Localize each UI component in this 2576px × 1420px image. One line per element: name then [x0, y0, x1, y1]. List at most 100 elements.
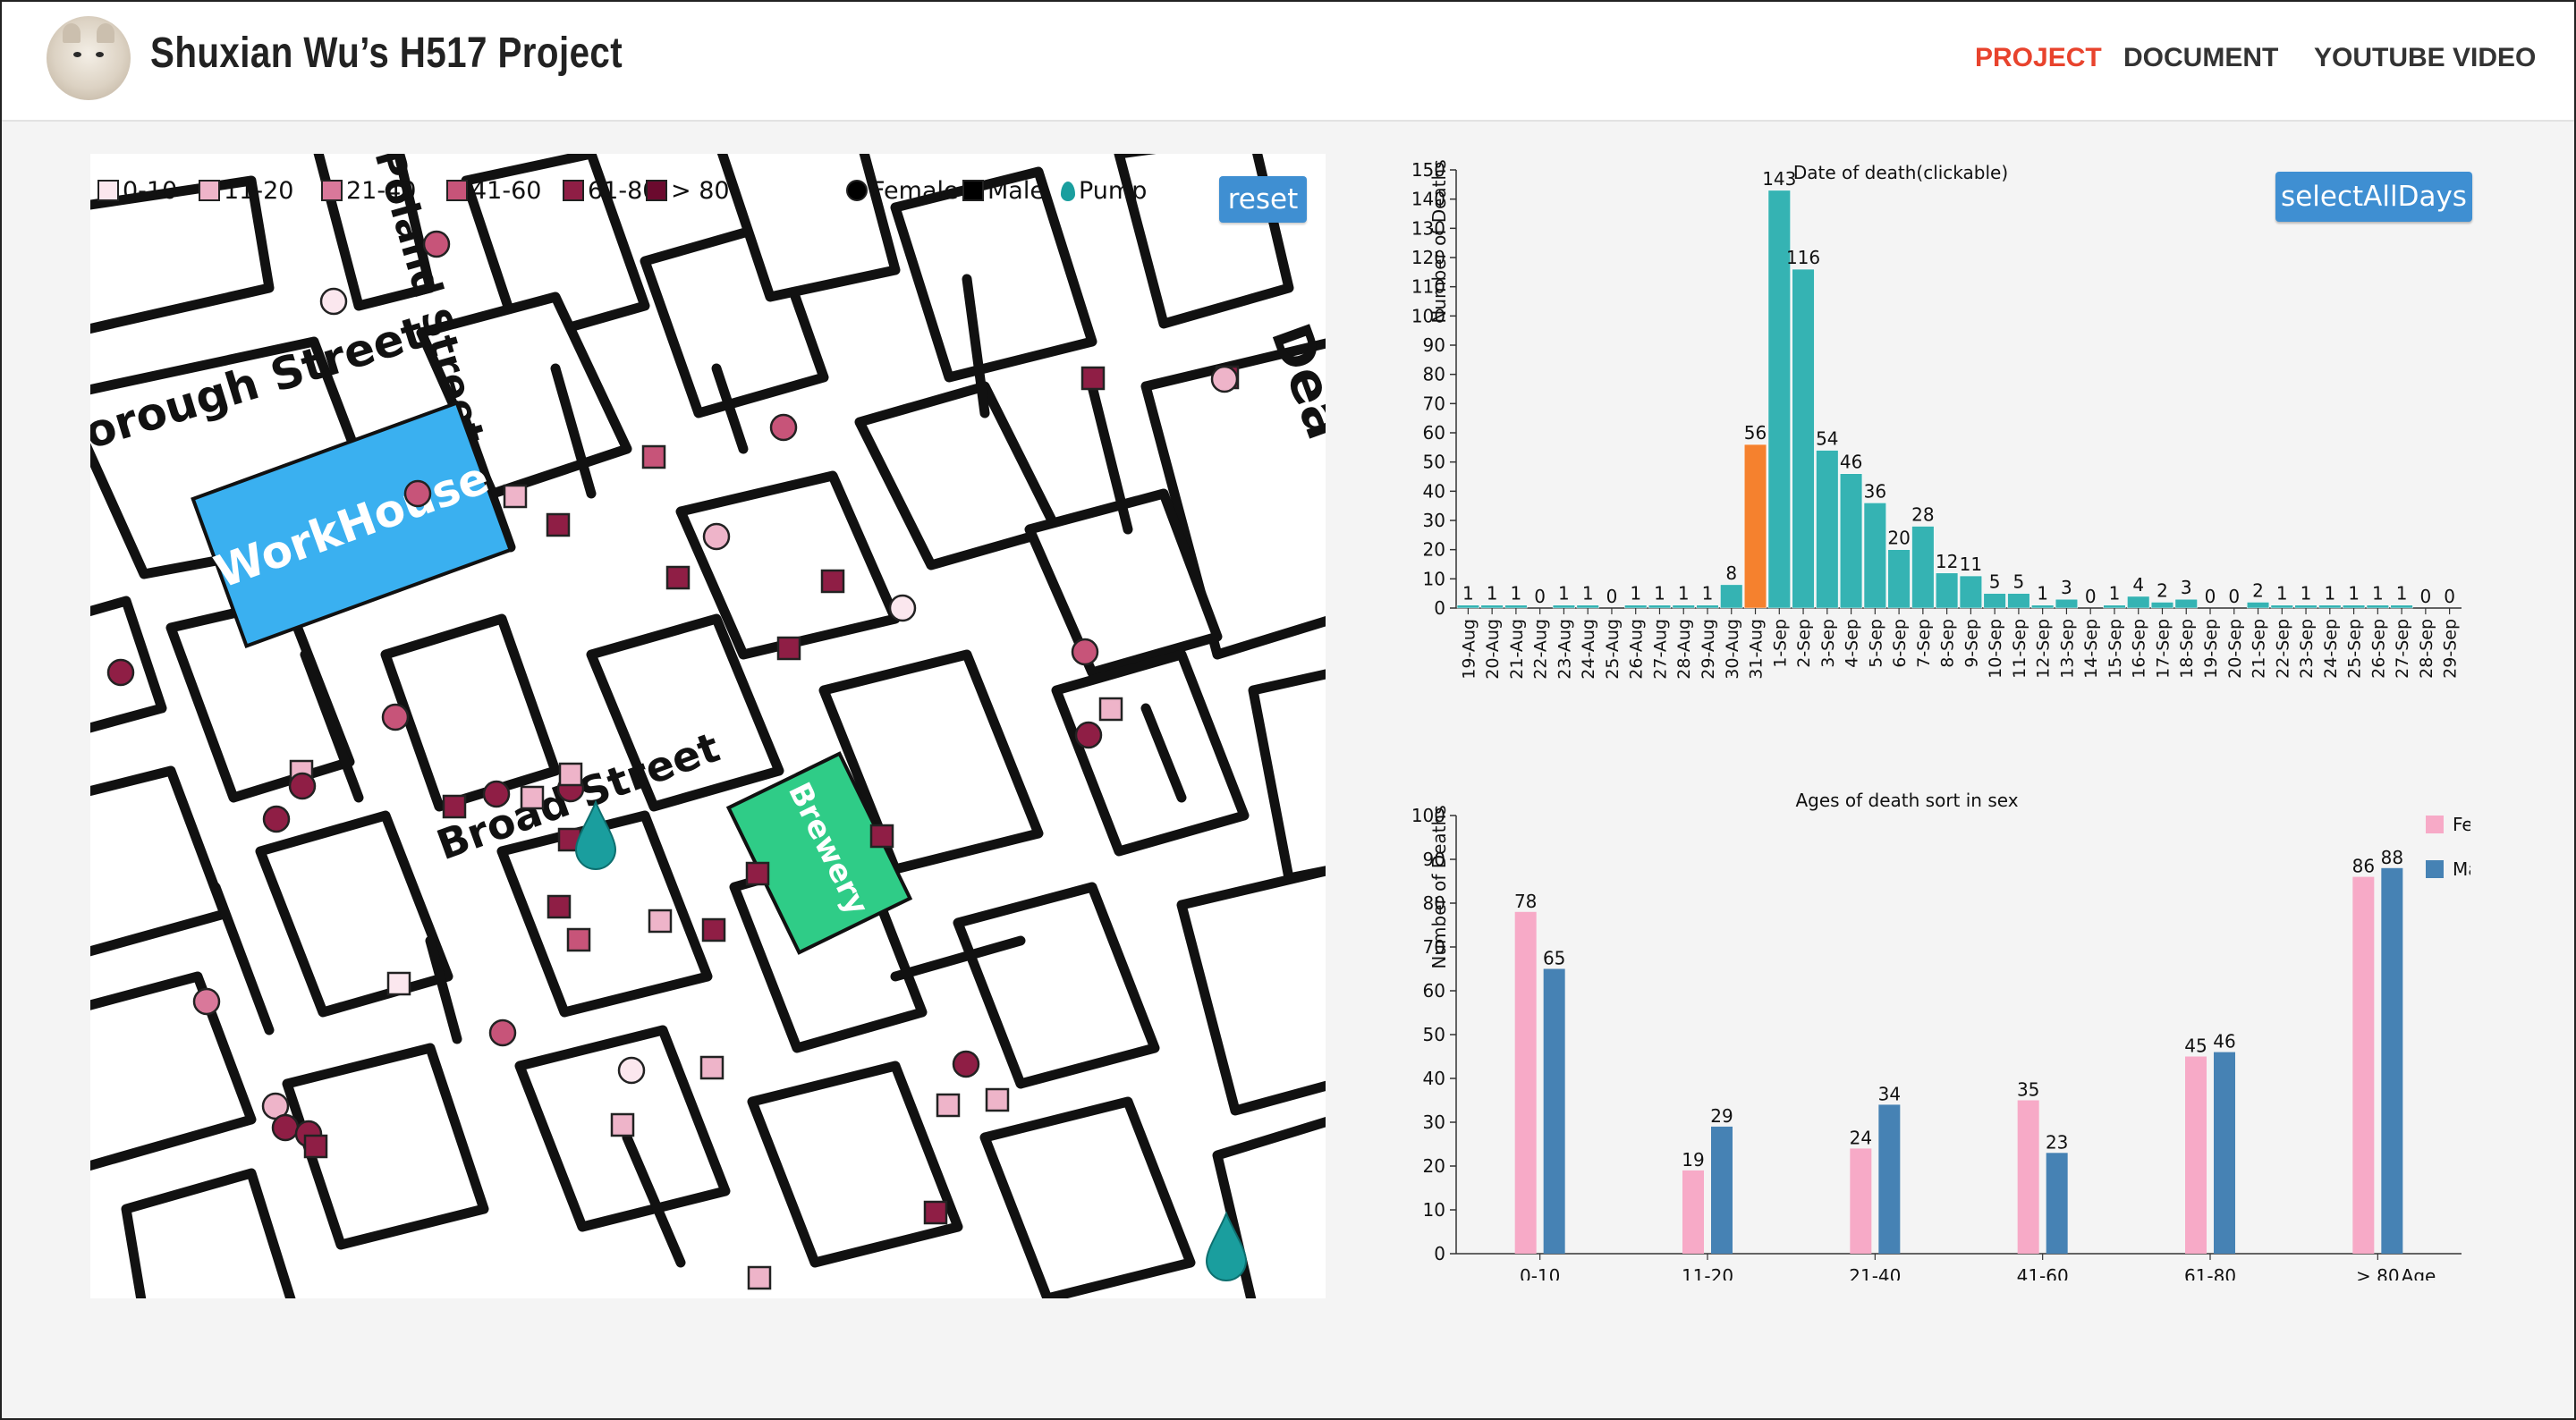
male-death-marker[interactable] [869, 824, 894, 849]
female-death-marker[interactable] [192, 987, 221, 1016]
date-of-death-chart[interactable]: 0102030405060708090100110120130140150Num… [1361, 136, 2470, 708]
date-bar-29-Aug[interactable] [1696, 604, 1719, 609]
pump-icon[interactable] [574, 799, 617, 870]
date-bar-21-Sep[interactable] [2246, 602, 2270, 609]
male-death-marker[interactable] [520, 785, 545, 810]
snow-map[interactable]: orough Street Poland Street Broad Street De… [90, 154, 1326, 1298]
male-death-marker[interactable] [546, 512, 571, 537]
male-death-marker[interactable] [745, 861, 770, 886]
female-death-marker[interactable] [381, 703, 410, 731]
female-death-marker[interactable] [262, 805, 291, 833]
pump-icon[interactable] [1205, 1211, 1248, 1281]
date-bar-2-Sep[interactable] [1792, 268, 1815, 609]
male-death-marker[interactable] [665, 565, 691, 590]
female-death-marker[interactable] [617, 1056, 646, 1085]
date-bar-6-Sep[interactable] [1887, 549, 1911, 609]
date-bar-31-Aug[interactable] [1743, 444, 1767, 609]
male-bar-> 80 [2381, 867, 2403, 1254]
x-tick-label: 18-Sep [2177, 619, 2197, 679]
nav-document[interactable]: DOCUMENT [2123, 43, 2279, 72]
date-bar-27-Sep[interactable] [2390, 604, 2413, 609]
date-bar-18-Sep[interactable] [2174, 598, 2198, 609]
x-tick-label: 2-Sep [1794, 619, 1814, 668]
male-death-marker[interactable] [547, 894, 572, 919]
male-death-marker[interactable] [1098, 697, 1123, 722]
date-bar-16-Sep[interactable] [2127, 596, 2150, 609]
city-block [586, 613, 784, 812]
date-bar-24-Aug[interactable] [1576, 604, 1599, 609]
select-all-days-button[interactable]: selectAllDays [2275, 172, 2472, 222]
date-bar-13-Sep[interactable] [2055, 598, 2078, 609]
date-bar-4-Sep[interactable] [1840, 473, 1863, 609]
male-death-marker[interactable] [566, 927, 591, 952]
male-death-marker[interactable] [386, 971, 411, 996]
date-bar-19-Aug[interactable] [1456, 604, 1479, 609]
male-death-marker[interactable] [923, 1200, 948, 1225]
female-death-marker[interactable] [422, 230, 451, 258]
date-bar-23-Aug[interactable] [1552, 604, 1575, 609]
female-death-marker[interactable] [403, 479, 432, 508]
nav-youtube-video[interactable]: YOUTUBE VIDEO [2314, 43, 2537, 72]
male-death-marker[interactable] [820, 569, 845, 594]
female-death-marker[interactable] [1074, 721, 1103, 749]
bar-value-label: 3 [2061, 577, 2072, 598]
date-bar-9-Sep[interactable] [1959, 575, 1982, 609]
date-bar-23-Sep[interactable] [2294, 604, 2318, 609]
male-death-marker[interactable] [776, 636, 801, 661]
female-death-marker[interactable] [106, 658, 135, 687]
male-death-marker[interactable] [558, 762, 583, 787]
male-death-marker[interactable] [503, 484, 528, 509]
date-bar-24-Sep[interactable] [2318, 604, 2342, 609]
date-bar-21-Aug[interactable] [1504, 604, 1528, 609]
date-bar-26-Aug[interactable] [1624, 604, 1648, 609]
date-bar-26-Sep[interactable] [2366, 604, 2389, 609]
date-bar-15-Sep[interactable] [2103, 604, 2126, 609]
male-death-marker[interactable] [641, 444, 666, 469]
male-death-marker[interactable] [303, 1134, 328, 1159]
bar-value-label: 0 [1606, 586, 1618, 607]
female-death-marker[interactable] [888, 594, 917, 622]
date-bar-7-Sep[interactable] [1911, 526, 1935, 609]
male-death-marker[interactable] [442, 794, 467, 819]
female-death-marker[interactable] [769, 413, 798, 442]
date-bar-12-Sep[interactable] [2031, 604, 2055, 609]
date-bar-8-Sep[interactable] [1936, 572, 1959, 609]
bar-value-label: 35 [2017, 1079, 2039, 1101]
date-bar-20-Aug[interactable] [1480, 604, 1504, 609]
legend-label: Pump [1079, 177, 1148, 205]
female-death-marker[interactable] [702, 522, 731, 551]
date-bar-25-Sep[interactable] [2343, 604, 2366, 609]
male-death-marker[interactable] [648, 909, 673, 934]
nav-project[interactable]: PROJECT [1975, 43, 2102, 72]
reset-button[interactable]: reset [1219, 176, 1307, 223]
date-bar-28-Aug[interactable] [1672, 604, 1695, 609]
date-bar-1-Sep[interactable] [1767, 190, 1791, 609]
date-bar-22-Sep[interactable] [2270, 604, 2293, 609]
date-bar-3-Sep[interactable] [1816, 450, 1839, 609]
female-death-marker[interactable] [952, 1050, 980, 1078]
female-death-marker[interactable] [271, 1113, 300, 1142]
date-bar-27-Aug[interactable] [1648, 604, 1672, 609]
legend-item-age-3: 41-60 [446, 173, 541, 209]
female-death-marker[interactable] [482, 780, 511, 808]
date-bar-30-Aug[interactable] [1720, 584, 1743, 609]
male-death-marker[interactable] [936, 1093, 961, 1118]
male-death-marker[interactable] [699, 1055, 724, 1080]
x-tick-label: 5-Sep [1866, 619, 1885, 668]
female-death-marker[interactable] [488, 1019, 517, 1047]
date-bar-11-Sep[interactable] [2007, 593, 2030, 609]
male-death-marker[interactable] [1080, 366, 1106, 391]
female-death-marker[interactable] [319, 287, 348, 316]
male-death-marker[interactable] [747, 1265, 772, 1290]
bar-value-label: 8 [1725, 562, 1737, 584]
female-death-marker[interactable] [288, 772, 317, 800]
female-death-marker[interactable] [1210, 365, 1239, 393]
male-death-marker[interactable] [701, 917, 726, 942]
date-bar-10-Sep[interactable] [1983, 593, 2006, 609]
male-death-marker[interactable] [985, 1087, 1010, 1112]
female-death-marker[interactable] [1071, 638, 1099, 666]
male-death-marker[interactable] [610, 1112, 635, 1137]
date-bar-5-Sep[interactable] [1863, 503, 1886, 609]
date-bar-17-Sep[interactable] [2150, 602, 2174, 609]
